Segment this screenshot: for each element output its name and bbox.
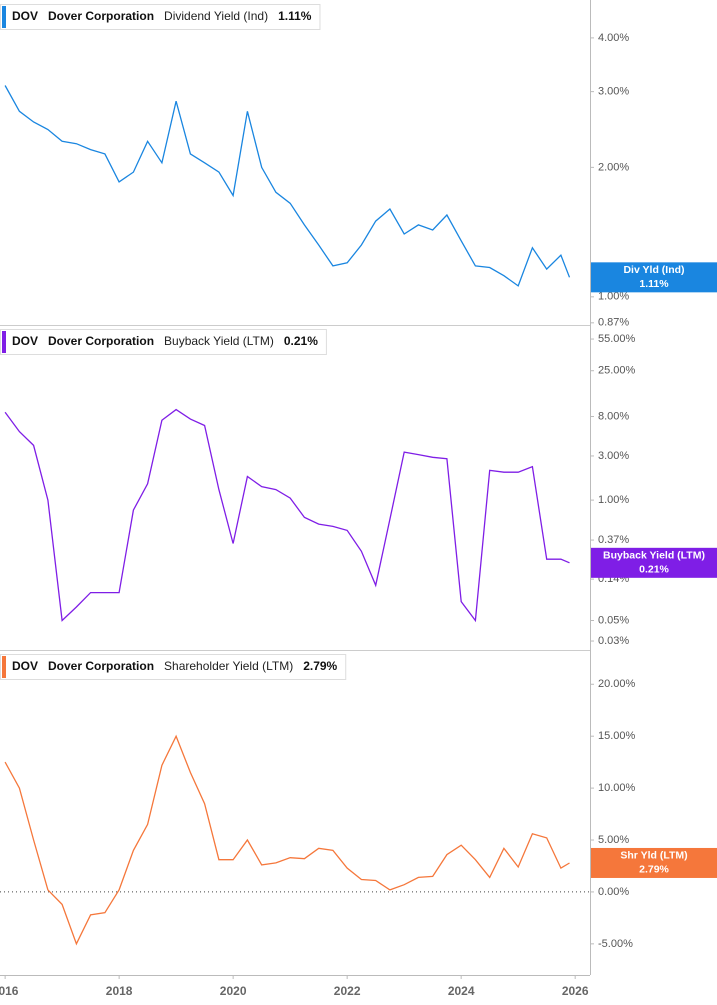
y-tick-label: 4.00% [598,32,629,44]
y-tick-label: -5.00% [598,938,633,950]
legend-swatch [2,656,6,678]
legend-text: Buyback Yield (LTM) [164,334,274,348]
legend-text: DOV [12,659,38,673]
y-tick-label: 0.05% [598,614,629,626]
badge-label: Div Yld (Ind) [623,264,684,276]
y-tick-label: 3.00% [598,86,629,98]
y-tick-label: 8.00% [598,410,629,422]
y-tick-label: 2.00% [598,161,629,173]
value-badge [591,547,717,578]
legend-box [0,654,347,680]
x-tick-label: 2024 [448,984,475,998]
y-tick-label: 5.00% [598,834,629,846]
y-tick-label: 0.87% [598,317,629,329]
legend-text: DOV [12,9,38,23]
x-tick-label: 2018 [106,984,133,998]
y-tick-label: 1.00% [598,494,629,506]
legend-text: 0.21% [284,334,318,348]
legend-swatch [2,6,6,28]
legend-text: Dover Corporation [48,334,154,348]
badge-value: 1.11% [639,278,669,290]
x-tick-label: 2016 [0,984,19,998]
legend-text: 2.79% [303,659,337,673]
badge-value: 2.79% [639,864,669,876]
legend-text: Dover Corporation [48,659,154,673]
y-tick-label: 0.00% [598,886,629,898]
legend-box [0,4,321,30]
legend: DOV Dover Corporation Buyback Yield (LTM) 0… [0,329,327,355]
data-line [4,734,570,946]
badge-value: 0.21% [639,564,669,576]
y-tick-label: 55.00% [598,333,636,345]
y-tick-label: 25.00% [598,365,636,377]
x-tick-label: 2020 [220,984,247,998]
legend-text: DOV [12,334,38,348]
legend-swatch [2,331,6,353]
y-tick-label: 3.00% [598,450,629,462]
data-line [4,85,571,287]
x-tick-label: 2022 [334,984,361,998]
y-tick-label: 0.37% [598,534,629,546]
badge-label: Shr Yld (LTM) [620,850,687,862]
y-tick-label: 20.00% [598,678,636,690]
x-tick-label: 2026 [562,984,589,998]
y-tick-label: 0.03% [598,635,629,647]
data-line [4,408,570,623]
y-tick-label: 15.00% [598,730,636,742]
badge-label: Buyback Yield (LTM) [603,550,705,562]
legend-box [0,329,327,355]
legend: DOV Dover Corporation Dividend Yield (Ind)… [0,4,321,30]
legend: DOV Dover Corporation Shareholder Yield (L… [0,654,347,680]
y-tick-label: 10.00% [598,782,636,794]
value-badge [591,847,717,878]
y-tick-label: 1.00% [598,291,629,303]
value-badge [591,262,717,293]
legend-text: Dividend Yield (Ind) [164,9,268,23]
legend-text: Shareholder Yield (LTM) [164,659,293,673]
legend-text: Dover Corporation [48,9,154,23]
legend-text: 1.11% [278,9,312,23]
